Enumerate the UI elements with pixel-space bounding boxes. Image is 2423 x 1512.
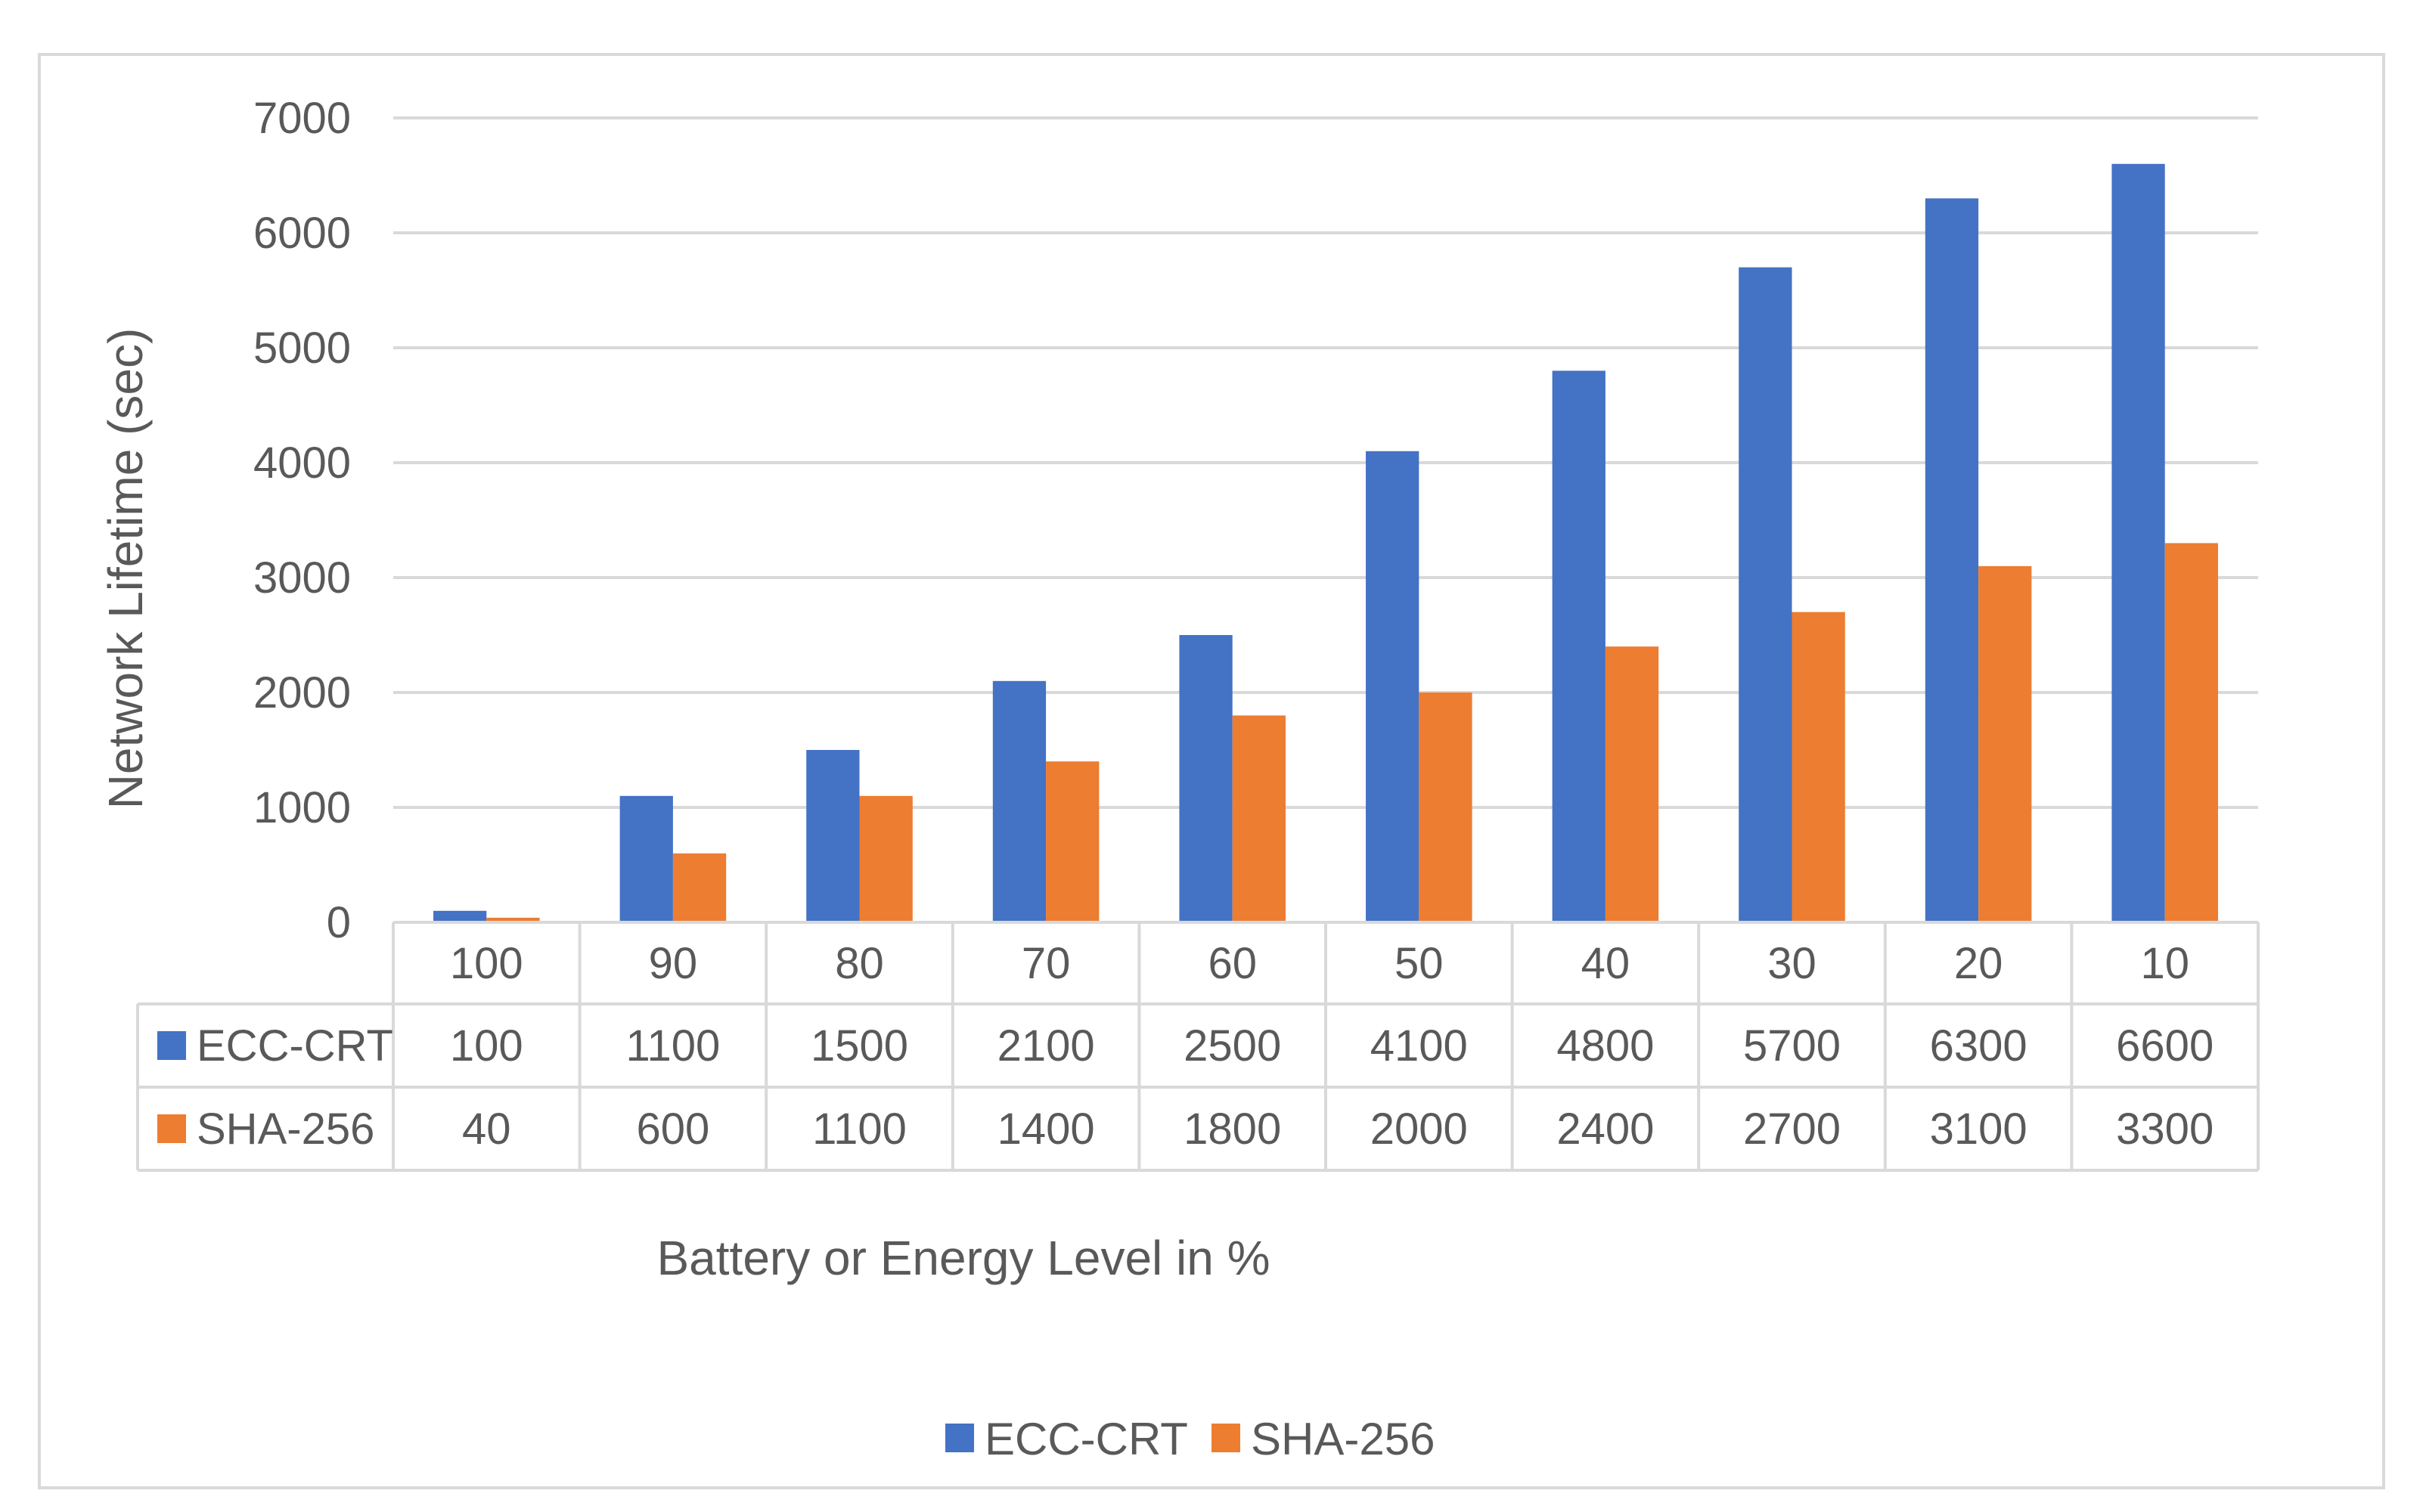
table-series-label: ECC-CRT <box>197 1021 393 1070</box>
y-tick-label: 6000 <box>253 209 351 258</box>
table-value-label: 2400 <box>1556 1105 1654 1154</box>
bar-ecc-crt-100 <box>433 910 487 922</box>
y-axis-title: Network Lifetime (sec) <box>98 328 153 810</box>
y-tick-label: 1000 <box>253 783 351 832</box>
table-legend-key-sha-256 <box>157 1114 186 1143</box>
legend-key-sha-256 <box>1212 1424 1240 1452</box>
bar-ecc-crt-50 <box>1366 451 1419 922</box>
y-tick-label: 0 <box>327 898 351 947</box>
bar-sha-256-60 <box>1232 715 1286 922</box>
bar-sha-256-50 <box>1419 692 1472 922</box>
y-tick-label: 5000 <box>253 324 351 373</box>
y-tick-label: 3000 <box>253 553 351 603</box>
bar-sha-256-10 <box>2164 543 2218 922</box>
x-tick-label: 20 <box>1954 939 2003 988</box>
legend: ECC-CRT SHA-256 <box>945 1414 1435 1464</box>
x-tick-label: 60 <box>1208 939 1257 988</box>
bar-sha-256-100 <box>486 917 540 922</box>
bar-ecc-crt-10 <box>2111 163 2165 923</box>
bar-sha-256-40 <box>1605 646 1659 922</box>
bar-sha-256-30 <box>1792 612 1845 922</box>
data-table: 100 90 80 70 60 50 40 30 20 10 ECC-CRT 100 1100 1500 2… <box>136 921 2260 1172</box>
table-value-label: 6300 <box>1930 1021 2027 1070</box>
x-tick-label: 30 <box>1767 939 1816 988</box>
table-value-label: 2500 <box>1184 1021 1281 1070</box>
bar-sha-256-70 <box>1046 761 1100 922</box>
x-tick-label: 80 <box>835 939 884 988</box>
table-value-label: 2000 <box>1370 1105 1468 1154</box>
bar-ecc-crt-30 <box>1739 267 1792 923</box>
bar-ecc-crt-60 <box>1179 635 1233 922</box>
legend-label: ECC-CRT <box>985 1414 1188 1464</box>
x-axis-title: Battery or Energy Level in % <box>656 1231 1270 1285</box>
x-tick-label: 40 <box>1581 939 1630 988</box>
table-value-label: 1800 <box>1184 1105 1281 1154</box>
table-value-label: 40 <box>462 1105 511 1154</box>
x-tick-label: 100 <box>450 939 523 988</box>
bar-sha-256-20 <box>1978 565 2032 922</box>
bar-sha-256-90 <box>672 853 727 922</box>
table-value-label: 2700 <box>1743 1105 1841 1154</box>
table-legend-key-ecc-crt <box>157 1031 186 1060</box>
x-tick-label: 90 <box>649 939 698 988</box>
x-tick-label: 70 <box>1022 939 1071 988</box>
bar-sha-256-80 <box>859 795 913 922</box>
table-value-label: 4800 <box>1556 1021 1654 1070</box>
table-value-label: 3100 <box>1930 1105 2027 1154</box>
table-value-label: 1100 <box>626 1021 721 1070</box>
bar-ecc-crt-70 <box>992 680 1047 922</box>
x-tick-label: 50 <box>1395 939 1444 988</box>
bar-ecc-crt-80 <box>806 750 860 922</box>
table-value-label: 5700 <box>1743 1021 1841 1070</box>
chart-svg: 0 1000 2000 3000 4000 5000 6000 7000 100 90 80 70 6… <box>98 94 2260 1464</box>
table-value-label: 2100 <box>997 1021 1095 1070</box>
table-value-label: 4100 <box>1370 1021 1468 1070</box>
legend-key-ecc-crt <box>945 1424 974 1452</box>
y-tick-label: 2000 <box>253 668 351 717</box>
y-axis: 0 1000 2000 3000 4000 5000 6000 7000 <box>253 94 351 947</box>
chart-frame: 0 1000 2000 3000 4000 5000 6000 7000 100 90 80 70 6… <box>38 53 2385 1489</box>
bars <box>433 163 2218 923</box>
table-value-label: 3300 <box>2116 1105 2214 1154</box>
legend-label: SHA-256 <box>1251 1414 1435 1464</box>
bar-ecc-crt-40 <box>1552 370 1606 922</box>
table-value-label: 6600 <box>2116 1021 2214 1070</box>
table-value-label: 1500 <box>811 1021 908 1070</box>
table-value-label: 600 <box>637 1105 710 1154</box>
table-value-label: 100 <box>450 1021 523 1070</box>
bar-ecc-crt-20 <box>1925 198 1979 922</box>
y-tick-label: 7000 <box>253 94 351 143</box>
table-value-label: 1400 <box>997 1105 1095 1154</box>
gridlines <box>393 116 2258 809</box>
y-tick-label: 4000 <box>253 438 351 488</box>
bar-ecc-crt-90 <box>619 795 673 922</box>
x-tick-label: 10 <box>2140 939 2189 988</box>
table-value-label: 1100 <box>812 1105 907 1154</box>
table-series-label: SHA-256 <box>197 1105 374 1154</box>
